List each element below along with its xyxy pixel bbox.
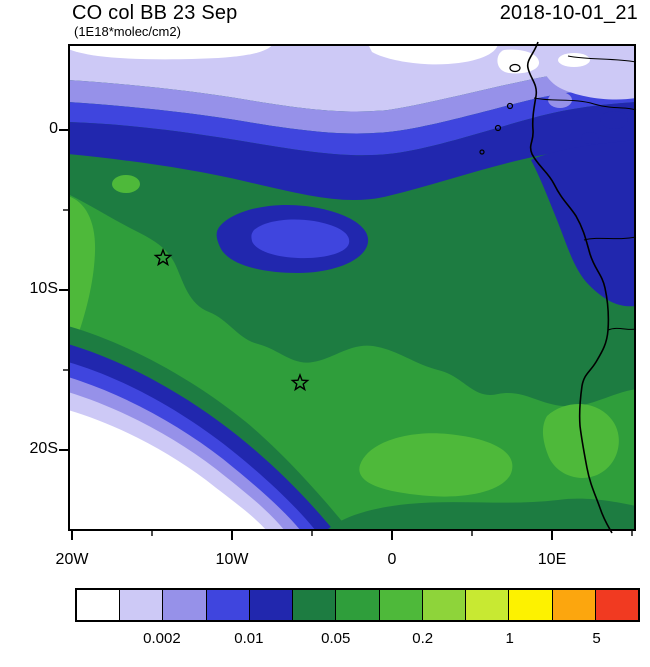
- island-bioko: [509, 63, 521, 73]
- island-sao-tome: [494, 124, 502, 132]
- colorbar-cell: [206, 590, 250, 620]
- colorbar-cell: [293, 590, 337, 620]
- plot-title: CO col BB 23 Sep: [72, 2, 238, 24]
- colorbar-cell: [552, 590, 596, 620]
- axis-minor-ticks: [63, 209, 633, 536]
- island-annobon: [479, 149, 485, 155]
- contour-darkgreen-bottom-strip: [326, 498, 636, 531]
- colorbar-cell: [249, 590, 294, 620]
- contour-lightgreen-right-blob: [542, 404, 619, 478]
- colorbar-label: 5: [592, 630, 601, 647]
- contour-navy-coastal-strip: [531, 140, 636, 307]
- x-tick-label-0: 0: [387, 551, 397, 568]
- contour-navy-land-spot-2: [581, 132, 599, 144]
- colorbar-label: 0.002: [143, 630, 181, 647]
- contour-lightgreen-left-strip: [68, 196, 96, 350]
- star-marker-icon: [153, 248, 173, 267]
- contour-white-land-spot: [558, 53, 590, 67]
- contour-lightgreen-spot: [112, 175, 140, 193]
- contour-white-patch-topleft: [68, 44, 273, 60]
- colorbar-cell: [120, 590, 164, 620]
- contour-navy-land-spot: [600, 111, 628, 129]
- colorbar-cell: [422, 590, 467, 620]
- contour-white-sw-corner: [68, 410, 267, 531]
- x-tick-label-20w: 20W: [55, 551, 89, 568]
- colorbar-cell: [77, 590, 121, 620]
- contour-blue-eddy-core: [251, 219, 350, 259]
- axis-major-ticks: [59, 129, 553, 540]
- y-tick-label-0: 0: [49, 120, 58, 137]
- contour-lavender-band: [68, 44, 636, 112]
- colorbar-labels: 0.002 0.01 0.05 0.2 1 5: [75, 630, 640, 650]
- colorbar-cell: [595, 590, 639, 620]
- y-tick-label-20s: 20S: [29, 440, 58, 457]
- colorbar-cell: [509, 590, 553, 620]
- colorbar-label: 1: [505, 630, 514, 647]
- colorbar-cell: [466, 590, 510, 620]
- map-frame: [68, 44, 636, 531]
- plot-units: (1E18*molec/cm2): [74, 24, 181, 39]
- star-markers: [153, 248, 310, 392]
- colorbar-label: 0.05: [321, 630, 351, 647]
- x-tick-label-10e: 10E: [537, 551, 567, 568]
- island-principe: [506, 102, 514, 110]
- contour-navy-band: [68, 102, 636, 201]
- colorbar-cell: [163, 590, 207, 620]
- colorbar-label: 0.2: [412, 630, 434, 647]
- plot-date: 2018-10-01_21: [499, 2, 638, 24]
- contour-lightgreen-bottom-blob: [359, 433, 513, 497]
- star-marker-icon: [290, 373, 310, 392]
- coastline-africa: [526, 41, 613, 534]
- colorbar-cell: [336, 590, 380, 620]
- colorbar: [75, 588, 640, 622]
- y-tick-label-10s: 10S: [29, 280, 58, 297]
- map-plot: [59, 41, 637, 540]
- country-borders: [533, 55, 637, 331]
- contour-white-patch-topcenter: [368, 44, 498, 65]
- colorbar-label: 0.01: [234, 630, 264, 647]
- x-tick-label-10w: 10W: [215, 551, 249, 568]
- colorbar-cell: [379, 590, 423, 620]
